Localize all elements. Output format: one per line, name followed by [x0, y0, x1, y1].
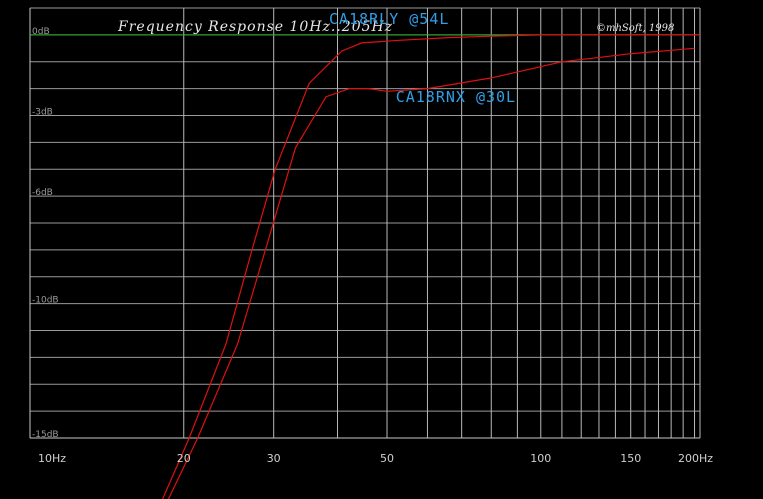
x-tick-label: 10Hz [38, 452, 66, 465]
series-lines [161, 34, 700, 499]
series-annotation: CA18RNX @30L [396, 88, 516, 106]
x-tick-label: 200Hz [678, 452, 713, 465]
series-line-2 [167, 47, 695, 499]
series-annotation: CA18RLY @54L [329, 10, 449, 28]
grid [29, 7, 701, 439]
x-tick-labels: 10Hz 20 30 50 100 150 200Hz [38, 452, 713, 465]
y-tick-label: -10dB [32, 296, 59, 306]
series-annotations: CA18RLY @54L CA18RNX @30L [329, 10, 516, 106]
series-line-1 [161, 34, 700, 499]
x-tick-label: 20 [177, 452, 191, 465]
y-tick-label: 0dB [32, 27, 50, 37]
y-tick-labels: 0dB -3dB -6dB -10dB -15dB [32, 27, 59, 440]
copyright-note: ©mhSoft, 1998 [596, 23, 674, 34]
x-tick-label: 150 [620, 452, 641, 465]
x-tick-label: 100 [530, 452, 551, 465]
y-tick-label: -15dB [32, 430, 59, 440]
y-tick-label: -3dB [32, 108, 53, 118]
x-tick-label: 50 [380, 452, 394, 465]
x-tick-label: 30 [267, 452, 281, 465]
chart-title: Frequency Response 10Hz..205Hz [117, 19, 393, 35]
y-tick-label: -6dB [32, 188, 53, 198]
